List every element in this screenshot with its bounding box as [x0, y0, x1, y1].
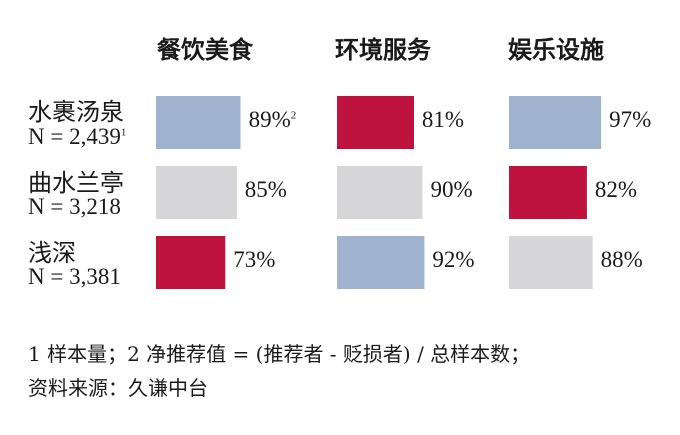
footnote-definitions: 1 样本量；2 净推荐值 = (推荐者 - 贬损者) / 总样本数； [28, 342, 531, 366]
bar-shuiguo-dining [156, 96, 241, 149]
bar-shuiguo-entertainment [509, 96, 602, 149]
row-sample-size-shuiguo-tangquan: N = 2,4391 [28, 124, 126, 150]
value-text: 97% [609, 107, 652, 132]
bar-qianshen-environment [337, 236, 425, 289]
value-text: 73% [233, 247, 276, 272]
value-label-shuiguo-entertainment: 97% [609, 107, 651, 133]
value-label-shuiguo-environment: 81% [422, 107, 464, 133]
row-sample-size-qushui-lanting: N = 3,218 [28, 194, 121, 220]
bar-qushui-environment [337, 166, 423, 219]
column-header-entertainment-facilities: 娱乐设施 [508, 36, 604, 64]
row-name-qushui-lanting: 曲水兰亭 [28, 169, 124, 197]
value-text: 88% [600, 247, 643, 272]
value-text: 90% [430, 177, 473, 202]
bar-qushui-entertainment [509, 166, 587, 219]
value-label-qushui-dining: 85% [245, 177, 287, 203]
value-text: 92% [432, 247, 475, 272]
row-name-qianshen: 浅深 [28, 239, 76, 267]
footnote-marker-2: 2 [290, 109, 297, 122]
footnote-marker-1: 1 [120, 126, 127, 139]
bar-qushui-dining [156, 166, 237, 219]
bar-qianshen-entertainment [509, 236, 593, 289]
value-label-qianshen-dining: 73% [233, 247, 275, 273]
row-name-shuiguo-tangquan: 水裹汤泉 [28, 98, 124, 126]
value-label-qianshen-environment: 92% [432, 247, 474, 273]
sample-size-text: N = 2,439 [28, 124, 121, 149]
column-header-dining: 餐饮美食 [157, 36, 253, 64]
value-label-shuiguo-dining: 89%2 [249, 107, 297, 133]
sample-size-text: N = 3,381 [28, 264, 121, 289]
value-text: 81% [421, 107, 465, 132]
sample-size-text: N = 3,218 [28, 194, 121, 219]
value-label-qianshen-entertainment: 88% [601, 247, 643, 273]
footnote-source: 资料来源：久谦中台 [28, 376, 208, 400]
value-label-qushui-environment: 90% [431, 177, 473, 203]
row-sample-size-qianshen: N = 3,381 [28, 264, 121, 290]
value-text: 89% [248, 107, 291, 132]
value-label-qushui-entertainment: 82% [595, 177, 637, 203]
bar-qianshen-dining [156, 236, 226, 289]
bar-shuiguo-environment [337, 96, 414, 149]
value-text: 85% [244, 177, 287, 202]
value-text: 82% [594, 177, 638, 202]
column-header-environment-service: 环境服务 [335, 36, 431, 64]
